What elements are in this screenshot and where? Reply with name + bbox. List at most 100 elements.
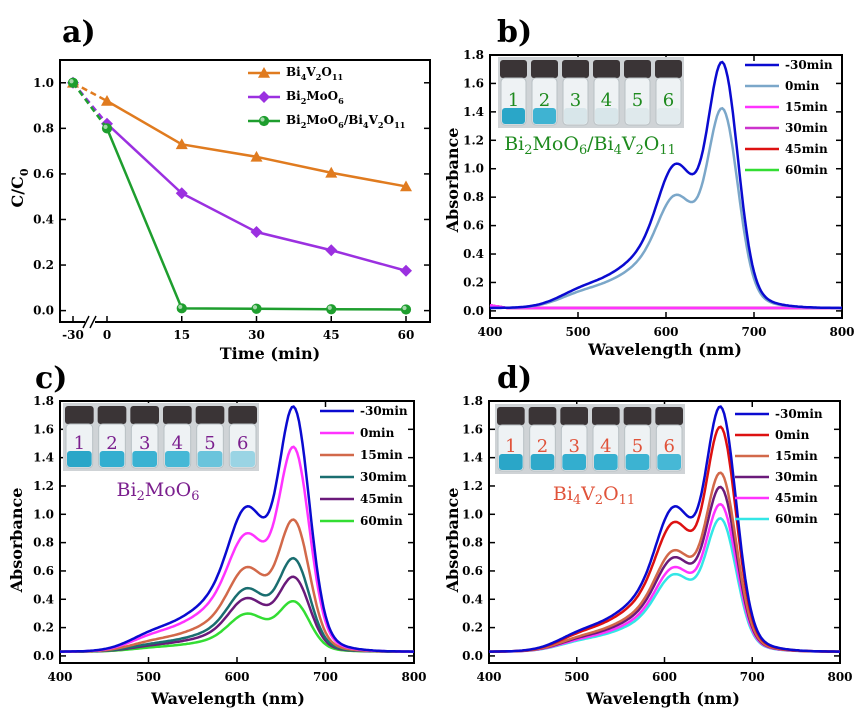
- vial-liquid: [533, 108, 556, 124]
- panel-d-legend-label: 0min: [775, 428, 810, 442]
- panel-b-y-tick-label: 1.4: [463, 105, 484, 119]
- panel-d-y-tick-label: 0.8: [462, 536, 483, 550]
- panel-a-data-point: [325, 166, 338, 178]
- vial-number: 1: [508, 90, 519, 111]
- panel-d-legend-label: 15min: [775, 449, 818, 463]
- panel-c-y-tick-label: 0.6: [33, 564, 54, 578]
- vial-cap: [624, 60, 651, 78]
- panel-b-x-tick-label: 600: [653, 325, 678, 339]
- panel-a-y-tick-label: 0.4: [33, 212, 54, 226]
- panel-c-x-tick-label: 600: [224, 670, 249, 684]
- vial: 2: [528, 407, 557, 472]
- vial: 4: [593, 60, 620, 126]
- vial-number: 3: [570, 90, 581, 111]
- vial: 1: [500, 60, 527, 126]
- panel-a-legend-marker-highlight: [260, 117, 265, 122]
- panel-a-x-tick-label: 60: [398, 328, 415, 342]
- panel-b-y-tick-label: 1.8: [463, 48, 484, 62]
- vial-liquid: [99, 451, 125, 467]
- panel-c-x-tick-label: 700: [313, 670, 338, 684]
- vial-number: 1: [74, 433, 85, 454]
- panel-c-y-tick-label: 0.2: [33, 621, 54, 635]
- panel-c-y-tick-label: 1.2: [33, 479, 54, 493]
- panel-b-label: b): [497, 15, 532, 50]
- panel-d-x-tick-label: 600: [652, 670, 677, 684]
- panel-b-y-tick-label: 0.6: [463, 219, 484, 233]
- vial-number: 4: [600, 436, 611, 457]
- panel-b-legend-label: 30min: [785, 121, 828, 135]
- vial-number: 3: [568, 436, 579, 457]
- panel-c: c) Wavelength (nm) Absorbance 400 500 600 7…: [7, 361, 427, 708]
- panel-d-inset-background: [495, 404, 685, 474]
- panel-a-plot-area: [67, 76, 412, 315]
- vial-cap: [228, 406, 257, 424]
- panel-a-axis-break-mark: [89, 315, 97, 329]
- panel-d-legend-label: 45min: [775, 491, 818, 505]
- panel-d-series--30min-line: [489, 405, 840, 653]
- panel-c-axes: 400 500 600 700 800 0.0 0.2 0.4 0.6 0.8 1.0 1.2 1.4 1…: [33, 394, 426, 684]
- panel-c-label: c): [35, 361, 67, 396]
- vial-cap: [97, 406, 127, 424]
- panel-a-data-point: [101, 123, 113, 134]
- panel-b-y-tick-label: 1.6: [463, 76, 484, 90]
- panel-c-y-tick-label: 0.0: [33, 649, 54, 663]
- panel-c-series-45min-line: [60, 575, 414, 653]
- panel-a-legend-label: Bi2MoO6: [286, 89, 344, 106]
- panel-c-y-tick-label: 1.4: [33, 451, 54, 465]
- panel-c-legend-label: 15min: [360, 448, 403, 462]
- panel-d-legend-label: 60min: [775, 512, 818, 526]
- panel-a-legend-marker: [258, 67, 270, 78]
- panel-c-x-tick-label: 400: [47, 670, 72, 684]
- vial-cap: [65, 406, 94, 424]
- panel-b-y-tick-label: 1.2: [463, 133, 484, 147]
- vial-number: 2: [539, 90, 550, 111]
- panel-c-x-tick-label: 800: [401, 670, 426, 684]
- panel-a-y-tick-label: 1.0: [33, 76, 54, 90]
- vial-number: 5: [632, 90, 643, 111]
- panel-a-x-tick-label: 0: [103, 328, 111, 342]
- panel-d-x-tick-label: 700: [740, 670, 765, 684]
- panel-a-series-line: [106, 122, 407, 272]
- panel-b-x-tick-label: 400: [477, 325, 502, 339]
- panel-b-inset-photo: 1 2 3 4 5 6 Bi2MoO6/Bi4V2O11: [498, 57, 684, 158]
- panel-a-data-point: [175, 187, 188, 200]
- panel-d-y-tick-label: 0.6: [462, 564, 483, 578]
- panel-c-y-tick-label: 1.6: [33, 422, 54, 436]
- panel-a: a) Time (min) C/C0 -30 0 15 30 45 600.00.20.4…: [8, 15, 431, 363]
- panel-a-ylabel: C/C0: [8, 168, 31, 207]
- vial-number: 6: [663, 90, 674, 111]
- panel-d-legend-label: -30min: [775, 407, 823, 421]
- vial-liquid: [564, 108, 587, 124]
- panel-b-legend-label: 60min: [785, 163, 828, 177]
- panel-d-label: d): [497, 361, 532, 396]
- panel-b-y-tick-label: 0.4: [463, 247, 484, 261]
- vial-cap: [562, 60, 589, 78]
- vial-cap: [560, 407, 588, 425]
- panel-c-plot-area: [60, 405, 414, 653]
- panel-c-ylabel: Absorbance: [7, 488, 26, 594]
- vial-liquid: [530, 454, 555, 470]
- panel-b-inset-background: [498, 57, 684, 128]
- vial: 5: [195, 406, 225, 469]
- panel-a-frame: [59, 59, 431, 323]
- vial-cap: [130, 406, 159, 424]
- vial-number: 2: [106, 433, 117, 454]
- vial-cap: [163, 406, 192, 424]
- panel-a-x-tick-label: 15: [173, 328, 190, 342]
- panel-c-legend-label: -30min: [360, 404, 408, 418]
- vial-cap: [528, 407, 557, 425]
- panel-a-legend-label: Bi2MoO6/Bi4V2O11: [286, 113, 405, 130]
- panel-d-ylabel: Absorbance: [443, 488, 462, 594]
- panel-a-data-point: [251, 303, 262, 314]
- vial-cap: [500, 60, 527, 78]
- panel-b-plot-area: [489, 60, 842, 310]
- panel-d-x-tick-label: 800: [827, 670, 852, 684]
- vial: 3: [562, 60, 589, 126]
- panel-b-xlabel: Wavelength (nm): [587, 340, 742, 359]
- vial-cap: [497, 407, 525, 425]
- panel-d-legend: -30min 0min 15min 30min 45min 60min: [735, 407, 823, 526]
- panel-a-data-point: [101, 95, 113, 106]
- panel-c-series-60min-line: [60, 599, 414, 653]
- panel-a-ylabel-sub: 0: [18, 168, 31, 176]
